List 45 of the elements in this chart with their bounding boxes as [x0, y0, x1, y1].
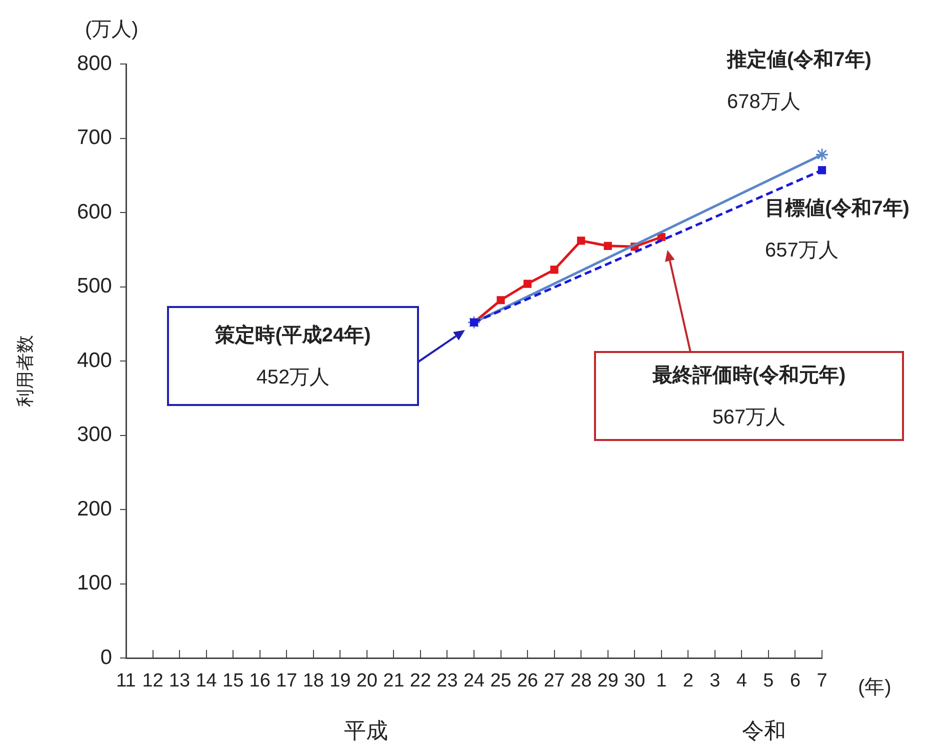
x-tick-label: 30 — [624, 670, 646, 692]
y-axis-title: 利用者数 — [14, 335, 35, 407]
x-tick-label: 2 — [682, 670, 694, 692]
x-tick-label: 16 — [249, 670, 270, 692]
x-tick-label: 19 — [330, 670, 351, 692]
y-tick-label: 300 — [76, 423, 112, 446]
x-tick-label: 24 — [463, 670, 485, 692]
y-tick-label: 800 — [76, 52, 112, 75]
x-tick-label: 27 — [544, 670, 565, 692]
x-tick-label: 6 — [790, 670, 801, 692]
x-tick-label: 15 — [222, 670, 244, 692]
x-tick-label: 7 — [816, 670, 828, 692]
x-tick-label: 22 — [410, 670, 432, 692]
text: 平成 — [344, 718, 388, 744]
y-tick-label: 100 — [76, 572, 112, 595]
annotation: 最終評価時(令和元年) 567万人 — [651, 364, 846, 429]
annotation: 推定値(令和7年) 678万人 — [726, 48, 872, 114]
x-tick-label: 21 — [383, 670, 404, 692]
text: (万人) — [85, 18, 138, 41]
x-tick-label: 14 — [196, 670, 218, 692]
x-tick-label: 13 — [168, 670, 190, 692]
annotation: 策定時(平成24年) 452万人 — [214, 324, 371, 389]
x-tick-label: 28 — [570, 670, 592, 692]
y-tick-label: 400 — [76, 348, 112, 372]
annotation: 目標値(令和7年) 657万人 — [765, 196, 910, 262]
x-tick-label: 12 — [142, 670, 164, 692]
x-tick-label: 18 — [302, 670, 324, 692]
y-tick-label: 200 — [76, 497, 112, 520]
x-tick-label: 25 — [490, 670, 512, 692]
x-tick-label: 20 — [356, 670, 378, 692]
x-tick-label: 1 — [656, 670, 667, 692]
x-tick-label: 29 — [597, 670, 618, 692]
y-tick-label: 500 — [76, 274, 112, 298]
x-axis-title: (年) — [858, 676, 892, 699]
text: 令和 — [742, 718, 786, 744]
x-tick-label: 11 — [116, 670, 136, 692]
y-tick-label: 0 — [100, 646, 112, 669]
x-tick-label: 17 — [276, 670, 298, 692]
x-tick-label: 26 — [516, 670, 538, 692]
x-tick-label: 3 — [710, 670, 720, 692]
x-tick-label: 4 — [736, 670, 748, 692]
x-tick-label: 23 — [436, 670, 458, 692]
y-tick-label: 600 — [76, 200, 112, 224]
y-tick-label: 700 — [76, 126, 112, 150]
x-tick-label: 5 — [763, 670, 774, 692]
